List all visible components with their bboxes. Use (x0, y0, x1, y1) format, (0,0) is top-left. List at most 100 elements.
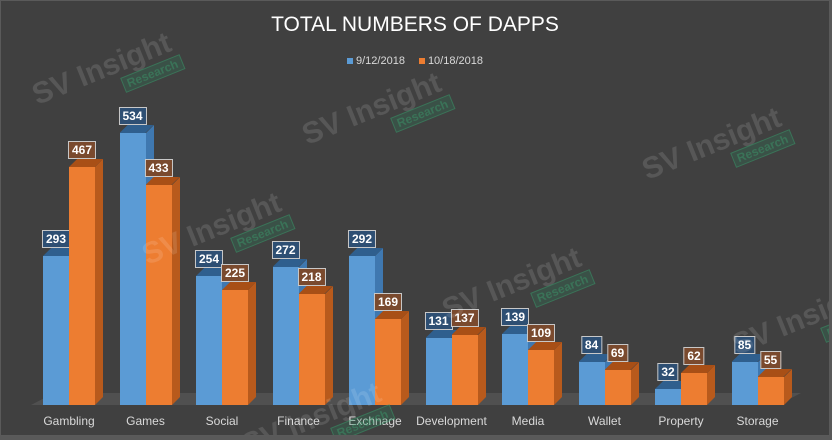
bar-top (528, 342, 562, 350)
bar-storage-series-2[interactable] (757, 369, 792, 405)
x-axis-label: Games (126, 414, 165, 428)
bar-face (731, 362, 758, 405)
bar-top (145, 177, 180, 185)
bar-top (757, 369, 792, 377)
data-label: 272 (271, 241, 300, 259)
x-axis-label: Development (416, 414, 487, 428)
legend-label: 10/18/2018 (427, 55, 483, 67)
bar-media-series-2[interactable] (528, 342, 562, 405)
bar-games-series-2[interactable] (145, 177, 180, 405)
bar-face (578, 362, 605, 405)
bar-face (528, 350, 554, 405)
bar-top (655, 381, 689, 389)
bar-top (681, 365, 715, 373)
bar-finance-series-1[interactable] (272, 259, 307, 405)
bar-face (757, 377, 784, 405)
x-axis-label: Property (658, 414, 704, 428)
data-label: 62 (683, 347, 705, 365)
watermark: SV InsightResearch (297, 65, 456, 166)
bar-top (578, 354, 613, 362)
bar-exchnage-series-1[interactable] (349, 248, 383, 405)
bar-face (69, 167, 95, 405)
bar-side (95, 159, 103, 405)
bar-top (451, 327, 486, 335)
data-label: 69 (606, 344, 629, 362)
bar-side (477, 327, 486, 405)
bar-top (196, 268, 230, 276)
bar-finance-series-2[interactable] (298, 286, 333, 405)
data-label: 32 (657, 363, 679, 381)
bar-top (604, 362, 639, 370)
x-axis-label: Gambling (43, 414, 95, 428)
legend-label: 9/12/2018 (356, 55, 405, 67)
bar-face (604, 370, 631, 405)
bar-top (298, 286, 333, 294)
bar-social-series-2[interactable] (222, 282, 256, 405)
bar-face (196, 276, 222, 405)
bar-exchnage-series-2[interactable] (375, 311, 409, 405)
bar-face (375, 319, 401, 405)
legend-item-series-2[interactable]: 10/18/2018 (418, 55, 483, 67)
bar-property-series-1[interactable] (655, 381, 689, 405)
bar-side (324, 286, 333, 405)
bar-top (272, 259, 307, 267)
data-label: 225 (220, 264, 250, 282)
legend-item-series-1[interactable]: 9/12/2018 (347, 55, 405, 67)
watermark: SV InsightResearch (27, 25, 186, 126)
bar-face (655, 389, 681, 405)
x-axis-label: Finance (277, 414, 320, 428)
x-axis-label: Storage (736, 414, 779, 428)
bar-side (554, 342, 562, 405)
bar-top (502, 326, 536, 334)
bar-top (731, 354, 766, 362)
bar-top (119, 125, 154, 133)
bar-face (119, 133, 146, 405)
bar-top (222, 282, 256, 290)
bar-face (43, 256, 69, 405)
data-label: 292 (347, 230, 377, 248)
bar-face (222, 290, 248, 405)
bar-top (69, 159, 103, 167)
bar-wallet-series-2[interactable] (604, 362, 639, 405)
bar-top (425, 330, 460, 338)
legend-swatch-blue-icon (347, 58, 353, 64)
bar-face (451, 335, 478, 405)
bar-side (248, 282, 256, 405)
data-label: 131 (424, 312, 453, 330)
bar-face (349, 256, 375, 405)
bar-gambling-series-1[interactable] (43, 248, 77, 405)
watermark: SV InsightResearch (637, 100, 796, 201)
bar-side (401, 311, 409, 405)
legend-swatch-orange-icon (418, 58, 425, 64)
bar-face (145, 185, 172, 405)
bar-top (349, 248, 383, 256)
x-axis-label: Wallet (588, 414, 621, 428)
chart-title: TOTAL NUMBERS OF DAPPS (271, 13, 559, 36)
data-label: 85 (733, 336, 756, 354)
x-axis-label: Media (511, 414, 545, 428)
data-label: 467 (67, 141, 97, 159)
x-axis-label: Social (205, 414, 239, 428)
bar-gambling-series-2[interactable] (69, 159, 103, 405)
bar-property-series-2[interactable] (681, 365, 715, 405)
bar-development-series-1[interactable] (425, 330, 460, 405)
bar-face (298, 294, 325, 405)
data-label: 55 (759, 351, 782, 369)
bar-face (425, 338, 452, 405)
data-label: 109 (526, 324, 556, 342)
data-label: 139 (500, 308, 530, 326)
bar-top (375, 311, 409, 319)
bar-storage-series-1[interactable] (731, 354, 766, 405)
bar-wallet-series-1[interactable] (578, 354, 613, 405)
bar-side (171, 177, 180, 405)
legend: 9/12/2018 10/18/2018 (1, 55, 829, 67)
bar-development-series-2[interactable] (451, 327, 486, 405)
bar-face (502, 334, 528, 405)
bar-media-series-1[interactable] (502, 326, 536, 405)
bar-face (272, 267, 299, 405)
bar-games-series-1[interactable] (119, 125, 154, 405)
bar-social-series-1[interactable] (196, 268, 230, 405)
bar-face (681, 373, 707, 405)
